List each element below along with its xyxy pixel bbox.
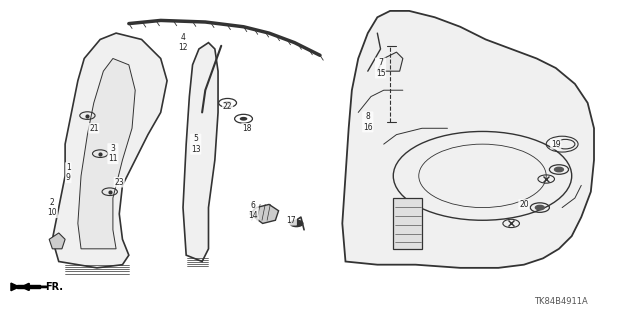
Text: 1
9: 1 9 — [66, 163, 71, 182]
Polygon shape — [49, 233, 65, 249]
Circle shape — [290, 220, 303, 227]
Text: 5
13: 5 13 — [191, 134, 200, 154]
Polygon shape — [78, 59, 135, 249]
Polygon shape — [11, 283, 19, 291]
Text: 2
10: 2 10 — [47, 198, 57, 217]
Text: 7
15: 7 15 — [376, 58, 385, 78]
Circle shape — [536, 205, 544, 210]
Text: 6
14: 6 14 — [248, 201, 258, 220]
Text: 20: 20 — [519, 200, 529, 209]
Polygon shape — [378, 52, 403, 71]
Polygon shape — [52, 33, 167, 268]
Text: 19: 19 — [551, 140, 561, 148]
Text: 23: 23 — [115, 178, 124, 187]
Text: 21: 21 — [89, 124, 99, 133]
Text: 18: 18 — [242, 124, 252, 133]
Polygon shape — [17, 285, 40, 288]
Text: 4
12: 4 12 — [179, 33, 188, 52]
Polygon shape — [250, 204, 278, 223]
Polygon shape — [342, 11, 594, 268]
Polygon shape — [183, 43, 218, 261]
Circle shape — [240, 117, 247, 121]
Text: 17: 17 — [287, 216, 296, 225]
Text: TK84B4911A: TK84B4911A — [534, 297, 588, 306]
Circle shape — [224, 101, 232, 105]
Text: FR.: FR. — [45, 282, 63, 292]
Text: 8
16: 8 16 — [363, 112, 372, 132]
Text: 22: 22 — [223, 101, 232, 111]
Circle shape — [554, 167, 563, 172]
Text: 3
11: 3 11 — [108, 144, 118, 163]
Polygon shape — [394, 198, 422, 249]
